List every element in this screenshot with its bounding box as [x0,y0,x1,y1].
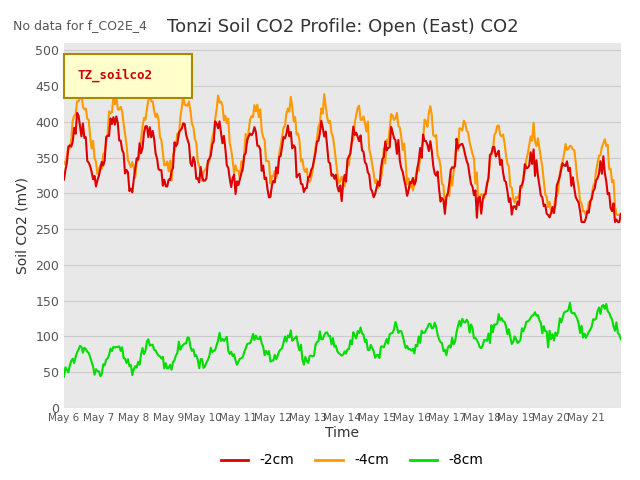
Y-axis label: Soil CO2 (mV): Soil CO2 (mV) [15,177,29,274]
FancyBboxPatch shape [64,54,192,98]
Text: No data for f_CO2E_4: No data for f_CO2E_4 [13,19,147,32]
Text: TZ_soilco2: TZ_soilco2 [78,69,153,82]
Title: Tonzi Soil CO2 Profile: Open (East) CO2: Tonzi Soil CO2 Profile: Open (East) CO2 [166,18,518,36]
X-axis label: Time: Time [325,426,360,440]
Legend: -2cm, -4cm, -8cm: -2cm, -4cm, -8cm [215,448,489,473]
